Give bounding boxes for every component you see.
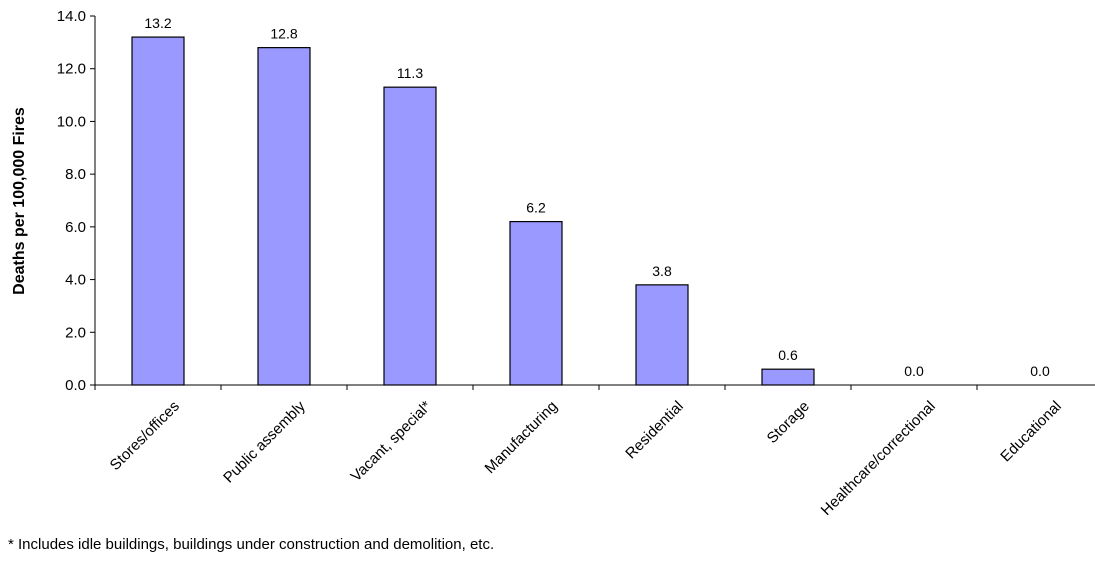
data-label: 11.3 <box>397 65 423 81</box>
category-label: Educational <box>997 398 1064 465</box>
category-label: Healthcare/correctional <box>818 398 939 519</box>
category-label: Residential <box>622 398 687 463</box>
category-label: Storage <box>764 398 813 447</box>
bars <box>131 36 815 386</box>
category-label: Vacant, special* <box>348 398 435 485</box>
category-label: Manufacturing <box>482 398 561 477</box>
category-label: Public assembly <box>220 397 309 486</box>
data-label: 0.6 <box>778 347 798 363</box>
bar <box>635 284 689 386</box>
y-tick-label: 4.0 <box>65 272 86 289</box>
data-label: 3.8 <box>652 263 672 279</box>
y-tick-label: 0.0 <box>65 377 86 394</box>
y-axis-title: Deaths per 100,000 Fires <box>11 107 28 295</box>
bar <box>383 86 437 386</box>
data-label: 0.0 <box>904 363 924 379</box>
bar <box>131 36 185 386</box>
bar <box>257 47 311 386</box>
data-label: 13.2 <box>144 15 171 31</box>
y-axis: 0.0 2.0 4.0 6.0 8.0 10.0 12.0 14.0 <box>57 8 1095 394</box>
y-tick-label: 2.0 <box>65 324 86 341</box>
y-tick-label: 10.0 <box>57 113 86 130</box>
data-label: 0.0 <box>1030 363 1050 379</box>
y-tick-label: 14.0 <box>57 8 86 25</box>
data-labels: 13.2 12.8 11.3 6.2 3.8 0.6 0.0 0.0 <box>144 15 1050 379</box>
footnote: * Includes idle buildings, buildings und… <box>8 536 495 553</box>
y-tick-label: 12.0 <box>57 61 86 78</box>
bar <box>509 220 563 386</box>
data-label: 6.2 <box>526 200 546 216</box>
category-labels: Stores/offices Public assembly Vacant, spe… <box>107 397 1065 518</box>
y-tick-label: 6.0 <box>65 219 86 236</box>
bar <box>761 368 815 386</box>
y-tick-label: 8.0 <box>65 166 86 183</box>
category-label: Stores/offices <box>107 398 183 474</box>
data-label: 12.8 <box>270 26 297 42</box>
